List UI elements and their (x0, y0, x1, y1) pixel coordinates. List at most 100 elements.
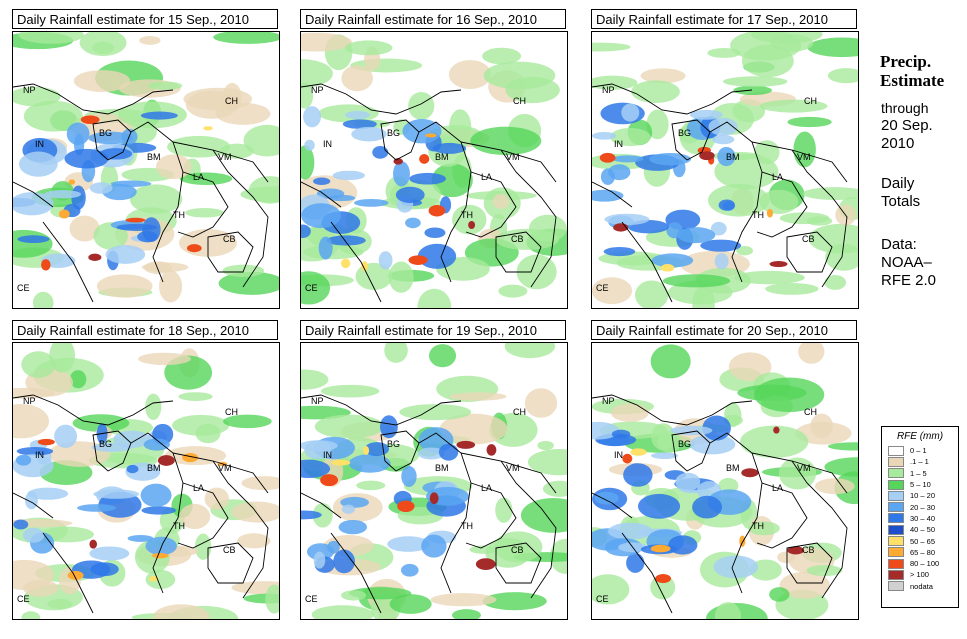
rain-area (739, 425, 809, 458)
rain-area (194, 533, 212, 560)
rain-area (806, 564, 843, 577)
rain-area (139, 35, 161, 45)
country-border (212, 460, 269, 599)
rain-area (312, 503, 333, 528)
rain-area (621, 103, 640, 122)
rain-area (712, 134, 735, 145)
rain-area (431, 163, 473, 198)
rain-area (611, 429, 631, 439)
legend-item: nodata (882, 581, 958, 592)
country-label-ch: CH (513, 96, 526, 106)
legend-item: 80 – 100 (882, 558, 958, 569)
side-title-line1: Precip. (880, 52, 932, 71)
rain-area (105, 245, 146, 264)
country-label-np: NP (23, 85, 36, 95)
legend-swatch (888, 536, 904, 547)
side-title-line2: Estimate (880, 71, 945, 90)
legend-swatch (888, 558, 904, 569)
country-border (621, 221, 673, 303)
rain-area (320, 384, 380, 398)
country-border (13, 394, 174, 426)
legend-item: 30 – 40 (882, 513, 958, 524)
rain-area (498, 284, 528, 298)
country-label-la: LA (193, 172, 204, 182)
legend-swatch (888, 513, 904, 524)
country-border (172, 141, 269, 183)
panel-15-sep: Daily Rainfall estimate for 15 Sep., 201… (12, 9, 280, 309)
rainfall-map: NP IN BG CH BM VM LA TH CB CE (12, 342, 280, 620)
rain-area (213, 32, 279, 44)
rain-area (769, 34, 814, 52)
country-label-th: TH (173, 521, 185, 531)
country-label-cb: CB (223, 545, 236, 555)
rain-area (452, 204, 487, 235)
map-svg: NP IN BG CH BM VM LA TH CB CE (301, 343, 567, 619)
rain-area (793, 131, 816, 168)
rainfall-map: NP IN BG CH BM VM LA TH CB CE (300, 31, 568, 309)
legend-label: > 100 (910, 570, 929, 580)
rain-area (430, 593, 497, 607)
country-border (671, 119, 711, 161)
heavy-rain-cell (650, 544, 671, 553)
rain-area (311, 605, 374, 619)
map-svg: NP IN BG CH BM VM LA TH CB CE (13, 32, 279, 308)
rain-area (728, 352, 772, 382)
rain-area (594, 491, 619, 505)
rainfall-map: NP IN BG CH BM VM LA TH CB CE (300, 342, 568, 620)
rain-area (469, 545, 498, 554)
rain-area (314, 414, 385, 439)
country-label-cb: CB (511, 545, 524, 555)
rain-area (231, 501, 279, 523)
heavy-rain-cell (41, 259, 51, 271)
rain-area (808, 223, 858, 254)
rain-area (626, 552, 645, 573)
rain-area (827, 442, 858, 451)
rain-area (689, 434, 736, 455)
rain-area (185, 207, 224, 218)
country-label-vm: VM (218, 463, 232, 473)
data-line3: RFE 2.0 (881, 272, 937, 289)
rain-area (179, 503, 211, 530)
legend-item: 50 – 65 (882, 535, 958, 547)
country-border (301, 394, 462, 426)
country-border (621, 532, 673, 614)
rain-area (301, 440, 338, 452)
rainfall-map: NP IN BG CH BM VM LA TH CB CE (591, 342, 859, 620)
rain-area (640, 68, 686, 84)
panel-19-sep: Daily Rainfall estimate for 19 Sep., 201… (300, 320, 568, 620)
rain-area (612, 155, 644, 163)
rain-area (438, 443, 459, 461)
heavy-rain-cell (58, 209, 70, 219)
heavy-rain-cell (428, 204, 446, 217)
rain-area (72, 414, 130, 432)
heavy-rain-cell (419, 154, 430, 164)
country-label-th: TH (173, 210, 185, 220)
rain-area (417, 288, 452, 308)
rain-area (482, 592, 547, 611)
heavy-rain-cell (699, 151, 715, 161)
panel-title: Daily Rainfall estimate for 15 Sep., 201… (12, 9, 278, 29)
rain-area (265, 584, 279, 614)
panel-title: Daily Rainfall estimate for 19 Sep., 201… (300, 320, 566, 340)
rain-area (243, 124, 279, 157)
country-border (130, 121, 184, 283)
rain-area (717, 146, 736, 167)
rain-area (429, 344, 457, 368)
rain-area (592, 277, 633, 305)
country-label-np: NP (311, 85, 324, 95)
rain-area (138, 352, 191, 366)
country-border (791, 460, 848, 599)
country-label-ch: CH (225, 407, 238, 417)
rain-area (708, 117, 738, 136)
heavy-rain-cell (67, 570, 84, 580)
rain-area (155, 154, 192, 180)
heavy-rain-cell (599, 152, 616, 163)
rain-area (89, 546, 130, 561)
rain-area (77, 504, 117, 512)
rain-area (93, 489, 140, 499)
rain-area (301, 459, 331, 479)
map-svg: NP IN BG CH BM VM LA TH CB CE (301, 32, 567, 308)
country-label-vm: VM (797, 152, 811, 162)
rain-area (395, 186, 425, 204)
